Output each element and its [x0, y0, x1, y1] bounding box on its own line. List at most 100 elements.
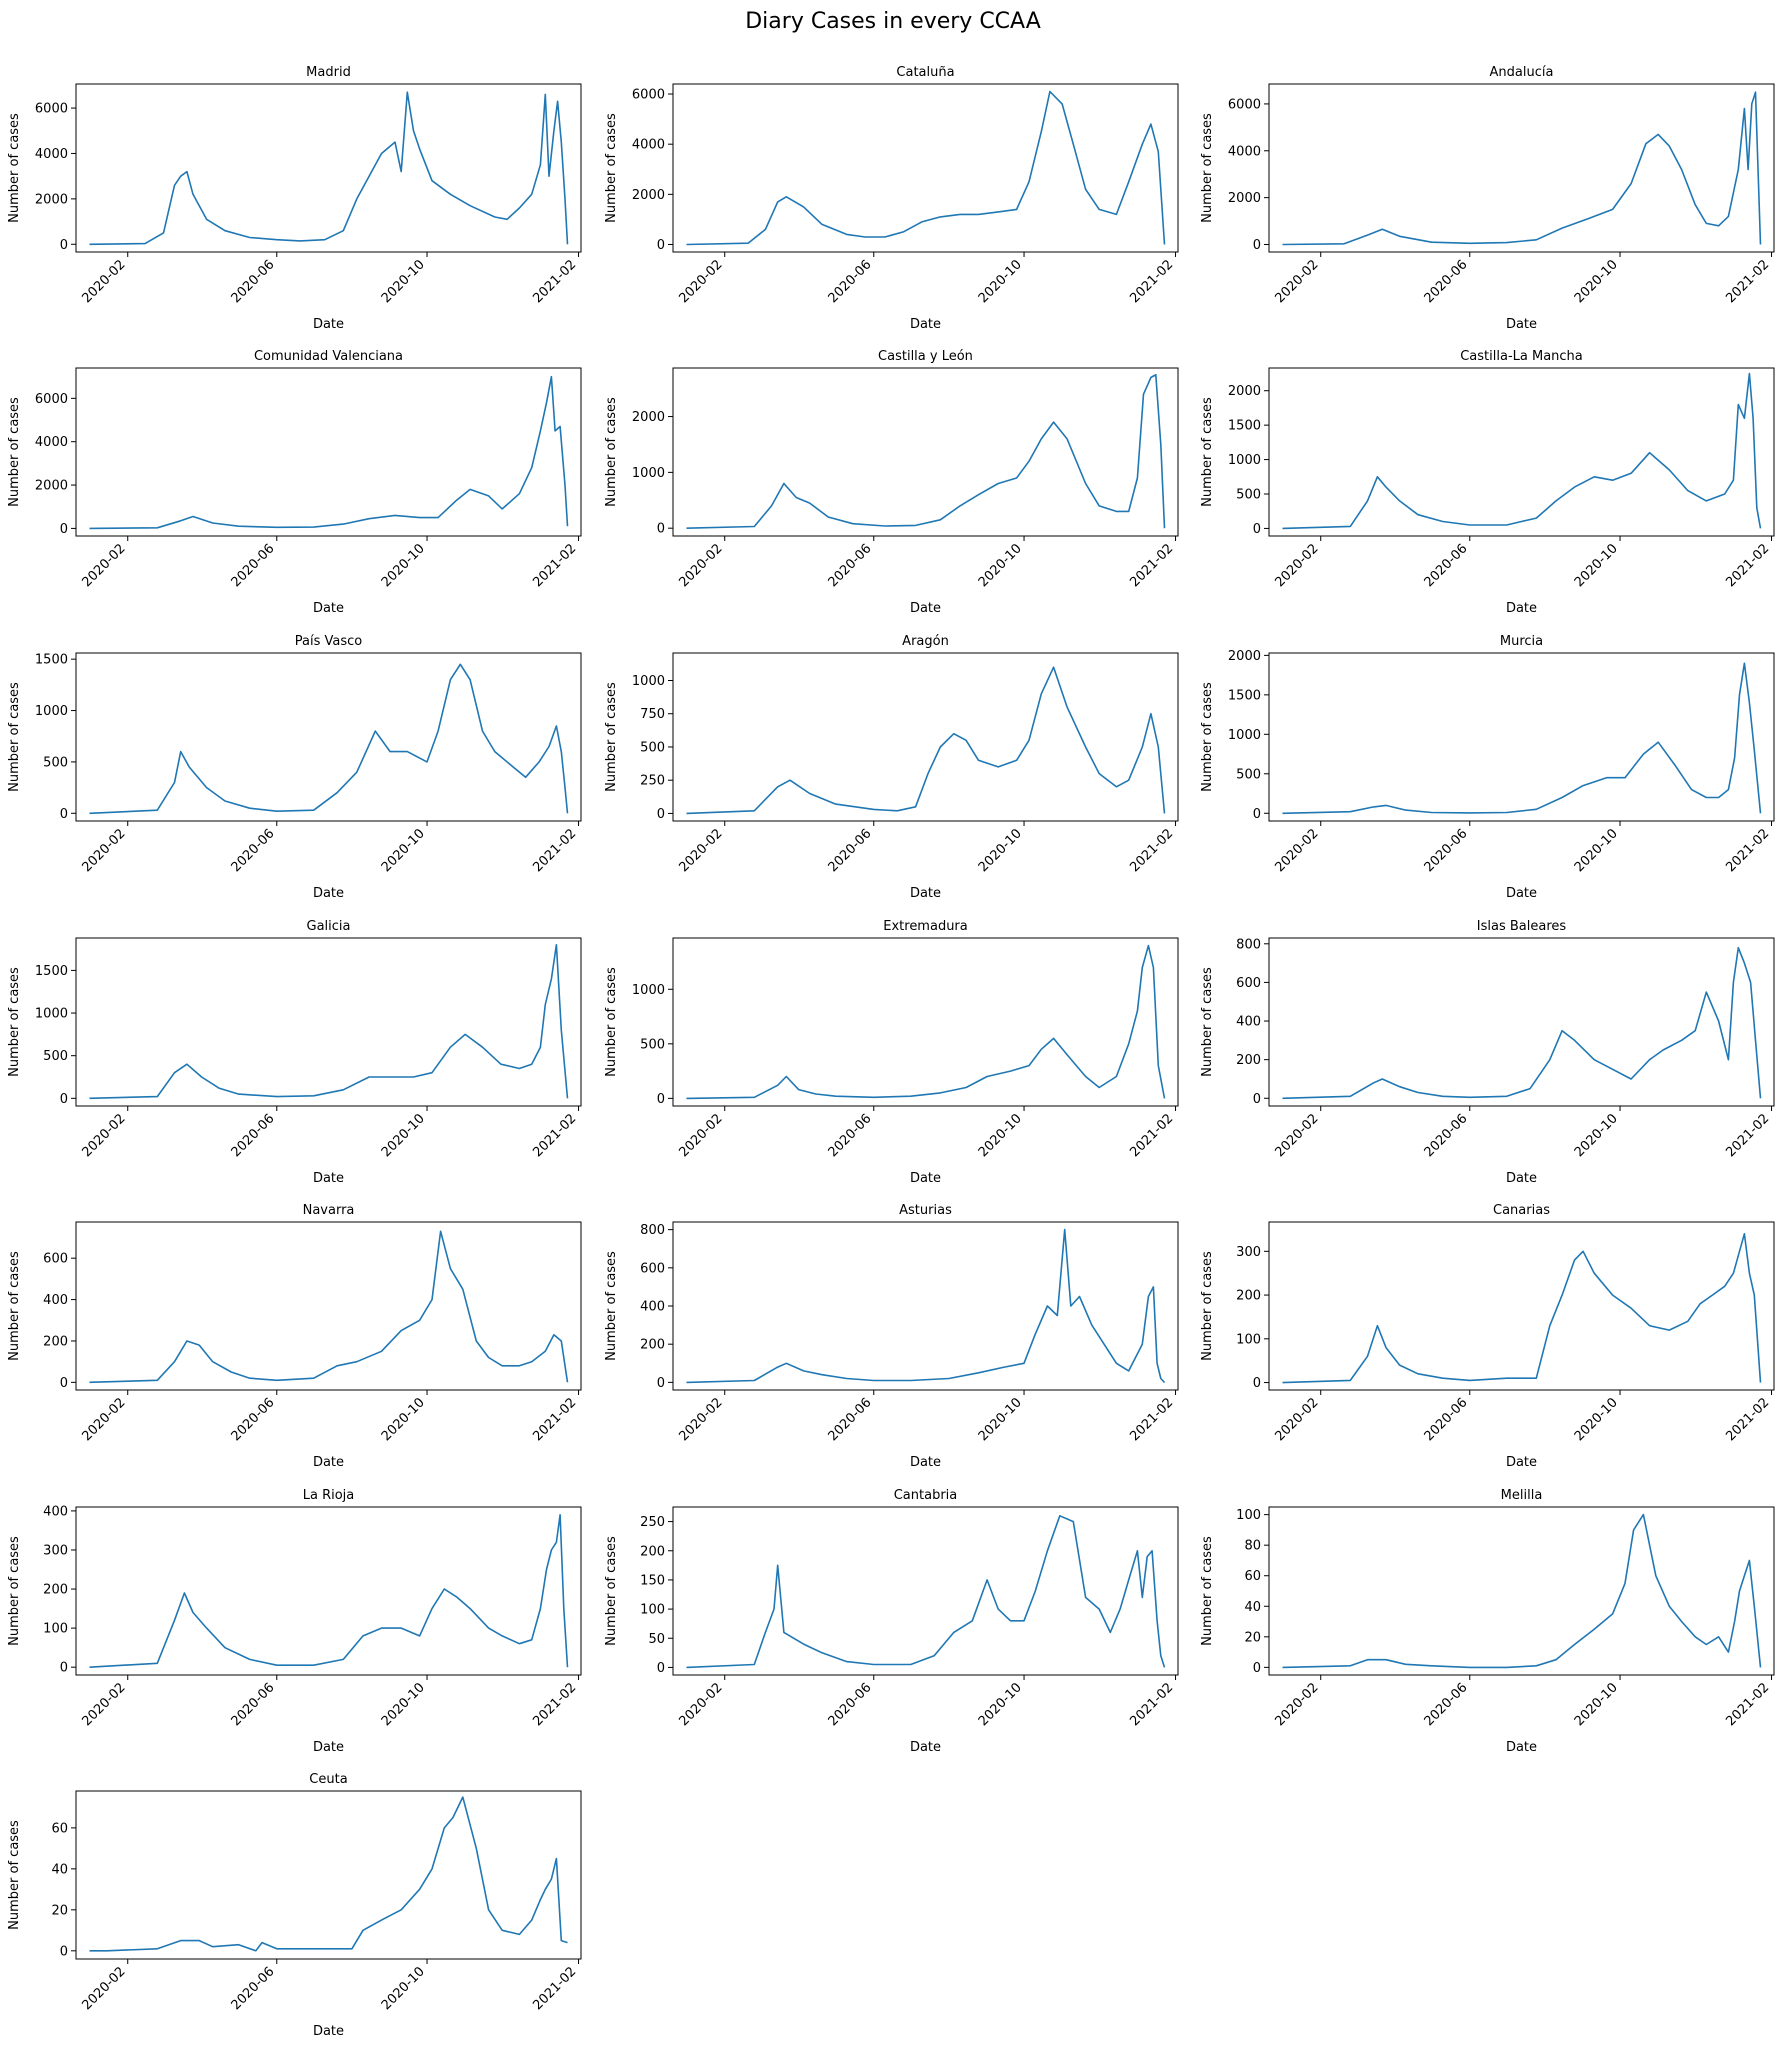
y-tick-label: 2000: [632, 410, 665, 425]
plot-frame: [75, 1790, 582, 1960]
y-axis-label: Number of cases: [604, 1536, 619, 1646]
y-axis-label: Number of cases: [604, 1251, 619, 1361]
y-tick-label: 1000: [35, 704, 68, 719]
plot-frame: [1268, 367, 1775, 537]
subplot-title: Andalucía: [1490, 65, 1554, 80]
y-axis-label: Number of cases: [7, 682, 22, 792]
plot-frame: [75, 652, 582, 822]
series-line: [1282, 662, 1762, 815]
y-tick-label: 750: [640, 707, 665, 722]
y-tick-label: 4000: [1228, 144, 1261, 159]
y-tick-label: 6000: [35, 392, 68, 407]
y-axis-label: Number of cases: [604, 113, 619, 223]
x-axis-label: Date: [313, 1171, 344, 1186]
plot-frame: [1268, 83, 1775, 253]
y-tick-label: 200: [43, 1583, 68, 1598]
y-tick-label: 600: [640, 1261, 665, 1276]
y-tick-label: 6000: [632, 88, 665, 103]
y-tick-label: 400: [43, 1504, 68, 1519]
y-axis-label: Number of cases: [7, 1536, 22, 1646]
x-axis-label: Date: [313, 886, 344, 901]
y-tick-label: 4000: [35, 147, 68, 162]
y-tick-label: 500: [1236, 488, 1261, 503]
subplot-title: Melilla: [1501, 1488, 1543, 1503]
subplot-title: Canarias: [1493, 1203, 1550, 1218]
subplot-title: Madrid: [306, 65, 351, 80]
subplot-title: País Vasco: [295, 634, 363, 649]
y-axis-label: Number of cases: [604, 397, 619, 507]
series-line: [1282, 372, 1762, 530]
series-line: [686, 90, 1166, 246]
y-tick-label: 800: [640, 1223, 665, 1238]
y-tick-label: 2000: [632, 188, 665, 203]
subplot-title: Islas Baleares: [1477, 919, 1567, 934]
y-axis-label: Number of cases: [1200, 967, 1215, 1077]
y-axis-label: Number of cases: [7, 967, 22, 1077]
plot-frame: [75, 1506, 582, 1676]
y-tick-label: 1000: [632, 466, 665, 481]
series-line: [89, 1796, 568, 1952]
subplot-title: Castilla-La Mancha: [1460, 349, 1583, 364]
y-tick-label: 2000: [35, 192, 68, 207]
subplot-title: La Rioja: [303, 1488, 355, 1503]
y-tick-label: 0: [657, 238, 665, 253]
y-tick-label: 200: [43, 1334, 68, 1349]
series-line: [89, 375, 569, 530]
series-line: [686, 1515, 1166, 1669]
series-line: [1282, 1233, 1762, 1384]
y-axis-label: Number of cases: [7, 1820, 22, 1930]
x-axis-label: Date: [313, 317, 344, 332]
y-tick-label: 2000: [1228, 384, 1261, 399]
y-tick-label: 500: [640, 740, 665, 755]
subplot-title: Galicia: [307, 919, 351, 934]
series-line: [89, 91, 569, 246]
x-axis-label: Date: [910, 1171, 941, 1186]
y-tick-label: 0: [60, 238, 68, 253]
y-tick-label: 2000: [1228, 649, 1261, 664]
y-tick-label: 200: [640, 1544, 665, 1559]
y-tick-label: 2000: [35, 479, 68, 494]
y-tick-label: 40: [1244, 1600, 1261, 1615]
y-axis-label: Number of cases: [1200, 1536, 1215, 1646]
y-axis-label: Number of cases: [7, 113, 22, 223]
subplot-title: Extremadura: [883, 919, 968, 934]
y-axis-label: Number of cases: [7, 397, 22, 507]
series-line: [1282, 91, 1762, 246]
y-tick-label: 500: [43, 755, 68, 770]
subplot-title: Murcia: [1500, 634, 1543, 649]
y-tick-label: 100: [1236, 1332, 1261, 1347]
y-tick-label: 150: [640, 1573, 665, 1588]
y-tick-label: 0: [60, 807, 68, 822]
x-axis-label: Date: [910, 886, 941, 901]
y-tick-label: 0: [60, 1944, 68, 1959]
y-axis-label: Number of cases: [1200, 397, 1215, 507]
series-line: [89, 1230, 569, 1384]
y-axis-label: Number of cases: [1200, 682, 1215, 792]
y-tick-label: 1500: [1228, 419, 1261, 434]
plot-frame: [1268, 1221, 1775, 1391]
y-tick-label: 2000: [1228, 191, 1261, 206]
x-axis-label: Date: [910, 601, 941, 616]
plot-frame: [75, 937, 582, 1107]
plot-frame: [75, 367, 582, 537]
y-tick-label: 40: [51, 1862, 68, 1877]
y-tick-label: 20: [51, 1903, 68, 1918]
y-tick-label: 250: [640, 774, 665, 789]
x-axis-label: Date: [313, 2024, 344, 2039]
y-tick-label: 1000: [632, 674, 665, 689]
y-tick-label: 300: [1236, 1245, 1261, 1260]
subplot-title: Comunidad Valenciana: [254, 349, 403, 364]
series-line: [89, 943, 569, 1100]
y-tick-label: 100: [43, 1622, 68, 1637]
subplot-title: Castilla y León: [878, 349, 973, 364]
y-tick-label: 0: [657, 807, 665, 822]
y-axis-label: Number of cases: [604, 967, 619, 1077]
y-tick-label: 0: [657, 522, 665, 537]
x-axis-label: Date: [910, 1740, 941, 1755]
y-tick-label: 200: [1236, 1289, 1261, 1304]
y-tick-label: 600: [1236, 976, 1261, 991]
y-tick-label: 0: [1253, 238, 1261, 253]
y-tick-label: 6000: [35, 102, 68, 117]
x-axis-label: Date: [313, 1455, 344, 1470]
y-tick-label: 50: [648, 1632, 665, 1647]
